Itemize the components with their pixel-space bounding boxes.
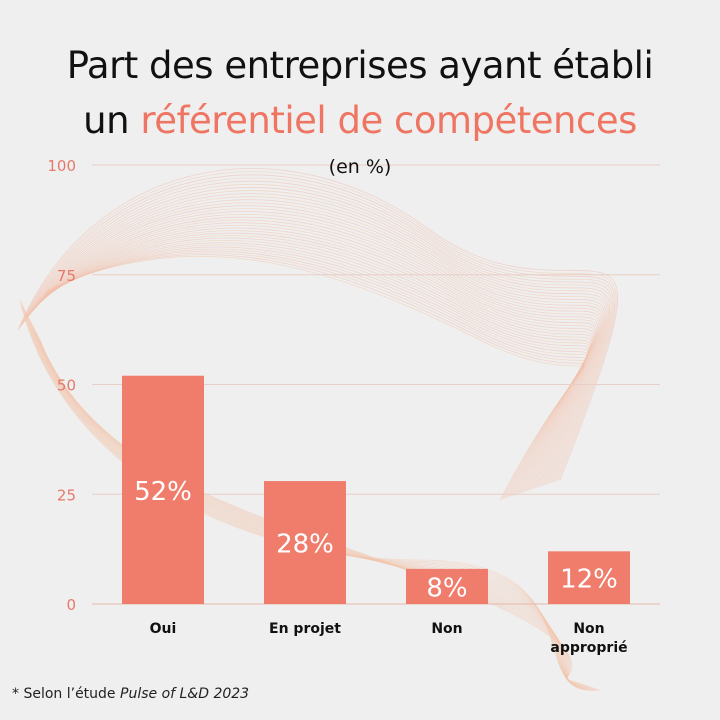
chart-title: Part des entreprises ayant établi un réf… — [0, 38, 720, 148]
wave-line — [17, 168, 619, 481]
wave-line — [22, 184, 612, 484]
title-accent: référentiel de compétences — [140, 99, 637, 142]
wave-line — [29, 208, 602, 489]
x-tick-label: Non — [573, 621, 604, 637]
bar-non-approprié — [548, 551, 630, 604]
wave-line — [20, 301, 599, 691]
wave-line — [24, 193, 608, 486]
wave-line — [28, 317, 588, 687]
chart-subtitle: (en %) — [328, 156, 392, 178]
title-line-2: un référentiel de compétences — [0, 93, 720, 148]
bar-oui — [122, 375, 204, 604]
wave-line — [31, 214, 600, 490]
footnote-prefix: * Selon l’étude — [12, 686, 120, 702]
wave-line — [46, 254, 585, 500]
y-tick-label: 0 — [66, 596, 76, 614]
wave-line — [21, 303, 598, 690]
wave-line — [29, 318, 586, 686]
x-axis-labels: Oui En projet Non Non approprié — [150, 621, 628, 656]
wave-line — [24, 309, 593, 689]
x-tick-label: Oui — [150, 621, 177, 637]
wave-line — [19, 174, 616, 482]
wave-line — [30, 211, 601, 489]
data-label: 28% — [276, 530, 334, 560]
x-tick-label: Non — [431, 621, 462, 637]
wave-line — [20, 177, 614, 482]
data-label: 8% — [426, 573, 467, 603]
data-label: 12% — [560, 565, 618, 595]
wave-line — [33, 219, 598, 491]
wave-line — [27, 315, 589, 687]
wave-line — [21, 180, 613, 483]
wave-line — [23, 307, 595, 689]
y-tick-label: 75 — [57, 267, 76, 285]
wave-line — [26, 199, 605, 487]
wave-line — [25, 196, 607, 486]
title-line-2-prefix: un — [83, 99, 141, 142]
wave-line — [23, 187, 611, 484]
wave-line — [24, 190, 609, 485]
bars: 52% 28% 8% 12% — [122, 375, 630, 604]
wave-line — [18, 171, 617, 481]
wave-line — [19, 299, 601, 691]
wave-line — [34, 222, 597, 492]
footnote: * Selon l’étude Pulse of L&D 2023 — [12, 686, 249, 702]
data-label: 52% — [134, 477, 192, 507]
y-tick-label: 50 — [57, 377, 76, 395]
y-tick-label: 100 — [47, 157, 76, 175]
wave-line — [32, 216, 599, 490]
wave-line — [27, 202, 604, 487]
footnote-source: Pulse of L&D 2023 — [120, 686, 250, 702]
y-tick-label: 25 — [57, 486, 76, 504]
wave-line — [22, 305, 596, 690]
title-line-1: Part des entreprises ayant établi — [66, 44, 654, 87]
x-tick-label: approprié — [550, 640, 627, 656]
wave-line — [26, 313, 591, 688]
x-tick-label: En projet — [269, 621, 341, 637]
bar-non — [406, 568, 488, 604]
wave-line — [25, 311, 592, 688]
y-axis-ticks: 0 25 50 75 100 — [47, 157, 76, 614]
bar-en-projet — [264, 481, 346, 604]
decorative-wave-pattern — [17, 168, 619, 691]
wave-line — [45, 252, 586, 499]
